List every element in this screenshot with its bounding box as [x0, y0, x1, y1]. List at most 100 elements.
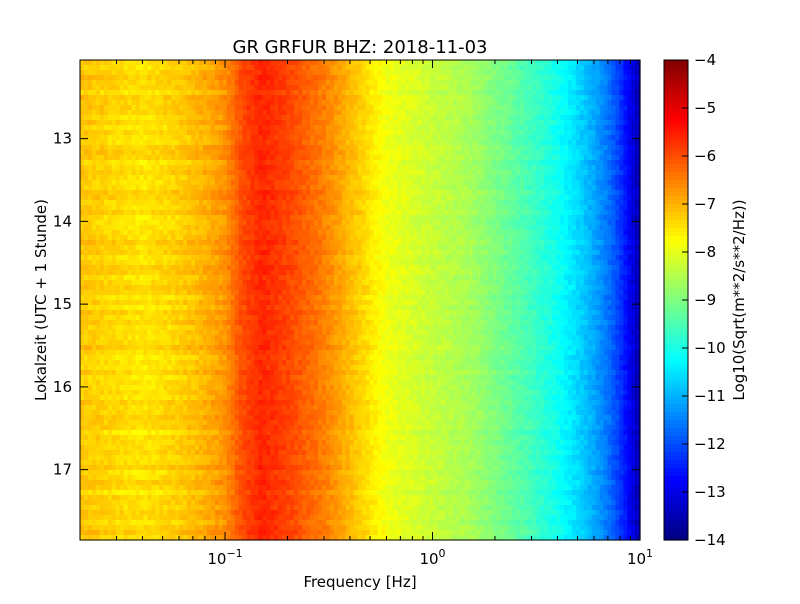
heatmap-cell: [139, 200, 145, 206]
heatmap-cell: [131, 490, 137, 496]
heatmap-cell: [131, 460, 137, 466]
heatmap-cell: [179, 160, 184, 166]
heatmap-cell: [115, 360, 121, 366]
heatmap-cell: [175, 245, 180, 251]
heatmap-cell: [151, 255, 156, 261]
heatmap-cell: [171, 240, 176, 246]
heatmap-cell: [83, 415, 89, 421]
heatmap-cell: [226, 155, 232, 161]
heatmap-cell: [187, 460, 192, 466]
heatmap-cell: [226, 465, 232, 471]
heatmap-cell: [115, 190, 121, 196]
heatmap-cell: [123, 295, 129, 301]
heatmap-cell: [163, 245, 168, 251]
heatmap-cell: [143, 440, 149, 446]
heatmap-cell: [115, 335, 121, 341]
heatmap-cell: [163, 225, 168, 231]
heatmap-cell: [127, 225, 133, 231]
heatmap-cell: [159, 350, 164, 356]
heatmap-cell: [242, 190, 248, 196]
heatmap-cell: [210, 430, 216, 436]
heatmap-cell: [99, 120, 105, 126]
heatmap-cell: [214, 160, 220, 166]
heatmap-cell: [115, 460, 121, 466]
heatmap-cell: [151, 440, 156, 446]
heatmap-cell: [254, 430, 260, 436]
heatmap-cell: [222, 360, 228, 366]
heatmap-cell: [175, 360, 180, 366]
heatmap-cell: [254, 230, 260, 236]
heatmap-cell: [103, 375, 109, 381]
heatmap-cell: [179, 425, 184, 431]
heatmap-cell: [206, 130, 212, 136]
heatmap-cell: [139, 75, 145, 81]
heatmap-cell: [191, 495, 196, 501]
heatmap-cell: [210, 365, 216, 371]
heatmap-cell: [206, 205, 212, 211]
heatmap-cell: [246, 355, 252, 361]
heatmap-cell: [238, 90, 244, 96]
heatmap-cell: [266, 325, 271, 331]
heatmap-cell: [107, 470, 113, 476]
heatmap-cell: [115, 330, 121, 336]
heatmap-cell: [135, 415, 141, 421]
heatmap-cell: [163, 355, 168, 361]
heatmap-cell: [115, 145, 121, 151]
heatmap-cell: [242, 460, 248, 466]
heatmap-cell: [127, 385, 133, 391]
heatmap-cell: [191, 110, 196, 116]
heatmap-cell: [119, 385, 125, 391]
heatmap-cell: [254, 340, 260, 346]
heatmap-cell: [87, 430, 93, 436]
heatmap-cell: [278, 280, 283, 286]
heatmap-cell: [175, 105, 180, 111]
heatmap-cell: [127, 365, 133, 371]
heatmap-cell: [159, 345, 164, 351]
heatmap-cell: [95, 130, 101, 136]
heatmap-cell: [282, 435, 287, 441]
heatmap-cell: [206, 80, 212, 86]
heatmap-cell: [202, 235, 208, 241]
heatmap-cell: [95, 285, 101, 291]
heatmap-cell: [278, 210, 283, 216]
heatmap-cell: [103, 225, 109, 231]
heatmap-cell: [103, 115, 109, 121]
heatmap-cell: [202, 485, 208, 491]
heatmap-cell: [91, 420, 97, 426]
heatmap-cell: [278, 205, 283, 211]
heatmap-cell: [282, 255, 287, 261]
heatmap-cell: [123, 475, 129, 481]
heatmap-cell: [167, 65, 172, 71]
heatmap-cell: [250, 460, 256, 466]
heatmap-cell: [80, 325, 85, 331]
heatmap-cell: [87, 360, 93, 366]
heatmap-cell: [222, 335, 228, 341]
heatmap-cell: [238, 60, 244, 66]
heatmap-cell: [171, 260, 176, 266]
heatmap-cell: [123, 370, 129, 376]
heatmap-cell: [214, 90, 220, 96]
heatmap-cell: [163, 120, 168, 126]
heatmap-cell: [163, 335, 168, 341]
heatmap-cell: [266, 280, 271, 286]
heatmap-cell: [234, 90, 240, 96]
heatmap-cell: [183, 280, 188, 286]
heatmap-cell: [230, 385, 236, 391]
heatmap-cell: [198, 285, 204, 291]
heatmap-cell: [179, 170, 184, 176]
heatmap-cell: [179, 255, 184, 261]
heatmap-cell: [274, 125, 279, 131]
heatmap-cell: [238, 455, 244, 461]
heatmap-cell: [83, 265, 89, 271]
heatmap-cell: [159, 105, 164, 111]
heatmap-cell: [258, 95, 264, 101]
heatmap-cell: [171, 225, 176, 231]
heatmap-cell: [195, 215, 200, 221]
heatmap-cell: [258, 235, 264, 241]
heatmap-cell: [111, 515, 117, 521]
heatmap-cell: [234, 245, 240, 251]
heatmap-cell: [119, 515, 125, 521]
heatmap-cell: [171, 350, 176, 356]
heatmap-cell: [191, 310, 196, 316]
heatmap-cell: [91, 500, 97, 506]
